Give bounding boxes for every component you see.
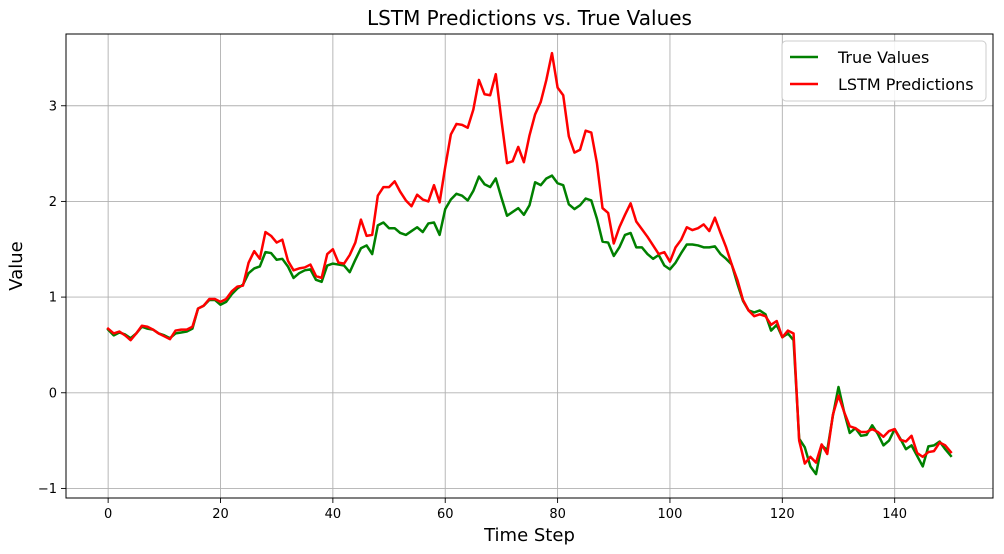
legend: True Values LSTM Predictions: [781, 40, 987, 102]
plot-area-frame: [65, 33, 994, 499]
y-tick-label: 2: [49, 195, 57, 210]
series-layer: [106, 51, 953, 476]
x-tick-label: 120: [770, 507, 795, 522]
axis-ticks: 0 20 40 60 80 100 120 140 −1 0 1 2 3: [38, 99, 907, 522]
y-axis-title: Value: [6, 241, 27, 290]
x-tick-label: 60: [437, 507, 454, 522]
y-tick-label: −1: [38, 482, 57, 497]
series-line-true-values: [106, 174, 953, 476]
legend-label-true-values: True Values: [837, 48, 929, 67]
x-tick-label: 80: [549, 507, 566, 522]
x-tick-label: 40: [325, 507, 342, 522]
x-tick-label: 140: [882, 507, 907, 522]
y-tick-label: 3: [49, 99, 57, 114]
x-tick-label: 0: [104, 507, 112, 522]
legend-box: [781, 40, 987, 102]
x-tick-label: 20: [212, 507, 229, 522]
series-line-lstm-predictions: [106, 51, 953, 465]
x-tick-label: 100: [658, 507, 683, 522]
x-axis-title: Time Step: [483, 525, 575, 546]
legend-label-lstm-predictions: LSTM Predictions: [838, 75, 974, 94]
chart-title: LSTM Predictions vs. True Values: [367, 6, 692, 30]
y-tick-label: 1: [49, 291, 57, 306]
y-tick-label: 0: [49, 386, 57, 401]
